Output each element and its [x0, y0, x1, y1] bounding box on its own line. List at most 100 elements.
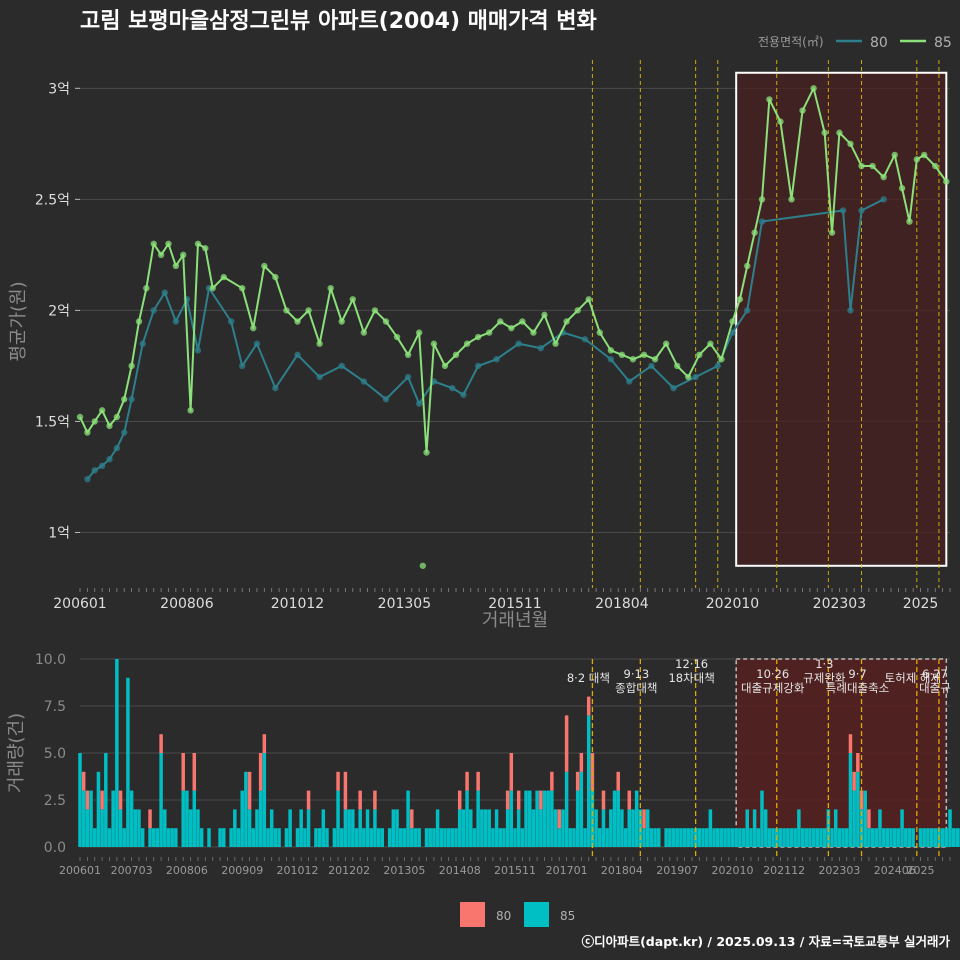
data-point-85 [869, 162, 876, 170]
data-point-80 [84, 475, 91, 483]
volume-bar-80 [579, 753, 584, 772]
volume-x-tick-label: 200703 [111, 864, 153, 877]
volume-bar-85 [760, 790, 764, 847]
volume-bar-85 [457, 809, 462, 847]
data-point-85 [135, 318, 143, 325]
volume-bar-85 [885, 828, 890, 847]
volume-bar-85 [78, 753, 82, 847]
data-point-85 [651, 356, 659, 363]
data-point-85 [209, 284, 216, 292]
data-point-80 [729, 329, 736, 336]
data-point-85 [76, 413, 84, 421]
volume-bar-85 [730, 828, 735, 847]
data-point-85 [338, 318, 345, 325]
volume-bar-80 [262, 734, 267, 753]
data-point-85 [128, 362, 135, 370]
volume-bar-85 [535, 790, 539, 847]
volume-bar-80 [358, 790, 362, 810]
volume-bar-85 [93, 828, 97, 847]
volume-bar-85 [837, 828, 842, 847]
price-x-tick-label: 201305 [378, 596, 431, 612]
data-point-85 [744, 262, 751, 270]
volume-bar-85 [277, 828, 281, 847]
data-point-85 [898, 185, 906, 192]
volume-legend-entry-80: 80 [496, 909, 511, 923]
data-point-80 [272, 384, 279, 392]
data-point-80 [460, 391, 467, 398]
volume-bar-85 [874, 828, 879, 847]
volume-bar-85 [745, 809, 749, 847]
data-point-80 [404, 373, 412, 381]
price-y-tick-label: 1.5억 [35, 414, 70, 430]
volume-bar-85 [358, 809, 362, 847]
data-point-85 [574, 307, 581, 314]
volume-bar-85 [572, 828, 576, 847]
volume-bar-85 [904, 828, 908, 847]
data-point-85 [360, 329, 368, 336]
volume-bar-85 [196, 809, 200, 847]
volume-bar-85 [115, 659, 119, 847]
data-point-85 [788, 196, 795, 203]
data-point-85 [541, 311, 548, 319]
data-point-85 [585, 296, 592, 303]
data-point-85 [932, 162, 939, 170]
data-point-85 [327, 284, 334, 292]
volume-bar-85 [410, 828, 414, 847]
volume-bar-85 [174, 828, 178, 847]
volume-bar-85 [679, 828, 683, 847]
legend-entry-80: 80 [870, 35, 888, 51]
volume-x-tick-label: 200909 [221, 864, 263, 877]
volume-bar-85 [800, 828, 805, 847]
volume-bar-85 [502, 828, 506, 847]
volume-bar-85 [575, 790, 580, 847]
volume-bar-85 [251, 828, 256, 847]
volume-bar-85 [933, 828, 937, 847]
volume-bar-85 [708, 809, 713, 847]
data-point-80 [121, 429, 128, 436]
volume-bar-85 [605, 828, 609, 847]
volume-bar-85 [944, 828, 949, 847]
data-point-80 [626, 378, 633, 385]
volume-bar-85 [786, 828, 790, 847]
volume-bar-85 [104, 753, 108, 847]
volume-bar-85 [435, 809, 440, 847]
volume-bar-80 [642, 809, 646, 829]
volume-bar-85 [188, 809, 193, 847]
volume-bar-85 [620, 809, 624, 847]
volume-bar-85 [892, 828, 897, 847]
volume-bar-85 [763, 809, 768, 847]
volume-bar-80 [516, 790, 521, 810]
volume-bar-85 [675, 828, 679, 847]
volume-bar-85 [940, 828, 945, 847]
volume-bar-85 [808, 828, 812, 847]
volume-bar-85 [539, 809, 543, 847]
data-point-85 [920, 151, 928, 159]
volume-bar-85 [395, 809, 399, 847]
data-point-85 [180, 251, 187, 259]
volume-bar-85 [122, 828, 126, 847]
volume-bar-85 [601, 809, 606, 847]
data-point-85 [393, 333, 401, 341]
volume-bar-85 [159, 753, 163, 847]
volume-bar-85 [166, 828, 171, 847]
volume-bar-80 [505, 790, 510, 810]
volume-bar-85 [564, 771, 569, 847]
volume-bar-85 [207, 828, 211, 847]
volume-bar-85 [170, 828, 174, 847]
highlight-region [735, 71, 948, 567]
volume-bar-85 [413, 828, 418, 847]
volume-bar-85 [841, 828, 845, 847]
volume-bar-85 [222, 828, 226, 847]
volume-bar-85 [317, 828, 322, 847]
volume-bar-85 [867, 828, 871, 847]
volume-y-tick-label: 10.0 [35, 652, 66, 668]
volume-bar-85 [749, 828, 753, 847]
volume-bar-85 [649, 828, 654, 847]
volume-bar-85 [789, 828, 794, 847]
data-point-85 [685, 373, 692, 381]
data-point-85 [821, 129, 828, 136]
volume-bar-85 [546, 790, 550, 847]
price-x-tick-label: 201012 [271, 596, 324, 612]
data-point-85 [674, 362, 681, 370]
data-point-85 [891, 151, 898, 159]
